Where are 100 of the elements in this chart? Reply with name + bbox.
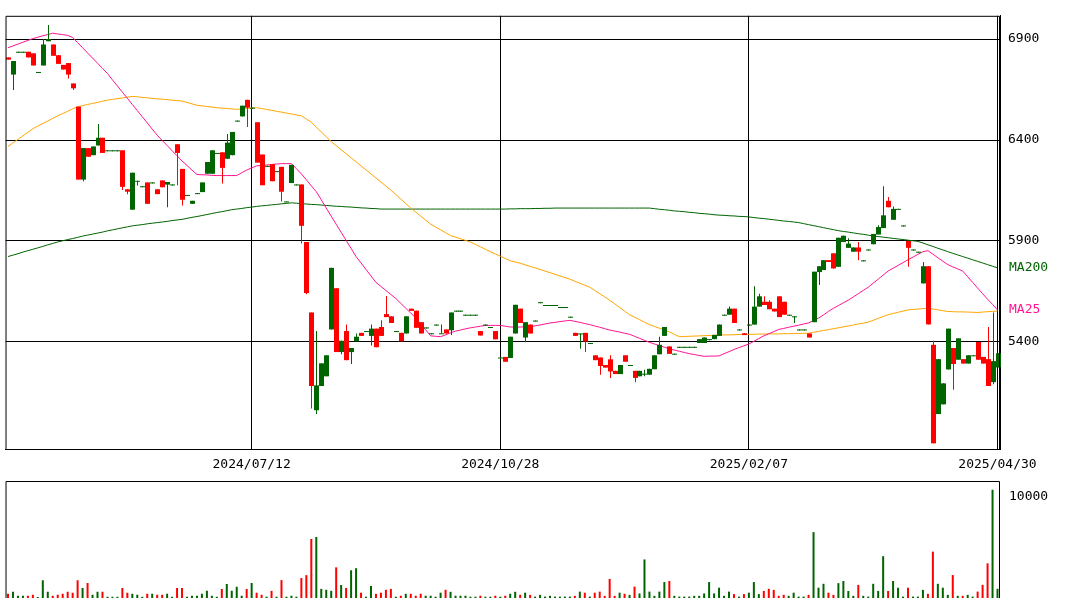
- bar: [146, 593, 149, 598]
- y-tick-label: 5400: [1008, 333, 1040, 349]
- bar: [976, 591, 979, 598]
- series-label: MA25: [1009, 301, 1041, 317]
- bar: [887, 590, 890, 598]
- bar: [981, 584, 984, 598]
- bar: [509, 593, 512, 598]
- bar: [852, 595, 855, 598]
- bar: [703, 593, 706, 598]
- bar: [792, 592, 795, 598]
- x-tick-label: 2025/04/30: [958, 456, 1037, 472]
- bar: [633, 586, 636, 598]
- bar: [613, 595, 616, 598]
- bar: [857, 584, 860, 598]
- bar: [81, 587, 84, 598]
- candlestick: [578, 333, 583, 349]
- bar: [335, 567, 338, 598]
- bar: [762, 590, 765, 598]
- bar: [817, 587, 820, 598]
- bar: [573, 595, 576, 598]
- bar: [961, 595, 964, 598]
- bar: [946, 594, 949, 598]
- bar: [310, 538, 313, 598]
- bar: [7, 593, 9, 598]
- bar: [76, 580, 79, 598]
- bar: [583, 592, 586, 598]
- bar: [320, 588, 323, 598]
- bar: [419, 593, 422, 598]
- bar: [66, 591, 69, 598]
- y-tick-label: 6400: [1008, 131, 1040, 147]
- bar: [529, 594, 532, 598]
- bar: [747, 592, 750, 598]
- series-label: MA200: [1009, 259, 1049, 275]
- bar: [926, 593, 929, 598]
- bar: [787, 595, 790, 598]
- bar: [41, 580, 44, 598]
- bar: [101, 591, 104, 598]
- bar: [374, 593, 377, 598]
- bar: [907, 587, 910, 598]
- bar: [936, 583, 939, 598]
- bar: [598, 591, 601, 598]
- bar: [603, 595, 606, 598]
- bar: [96, 591, 99, 598]
- bar: [668, 580, 671, 598]
- bar: [757, 594, 760, 598]
- bar: [61, 593, 64, 598]
- bar: [956, 595, 959, 598]
- bar: [752, 582, 755, 598]
- bar: [389, 588, 392, 598]
- bar: [369, 585, 372, 598]
- bar: [340, 585, 343, 598]
- bar: [250, 583, 253, 598]
- bar: [444, 589, 447, 598]
- bar: [235, 586, 238, 598]
- bar: [638, 593, 641, 598]
- bar: [648, 591, 651, 598]
- bar: [832, 594, 835, 598]
- bar: [220, 588, 223, 598]
- bar: [732, 594, 735, 598]
- bar: [698, 595, 701, 598]
- bar: [330, 590, 333, 598]
- bar: [280, 580, 283, 598]
- bar: [812, 532, 815, 598]
- bar: [892, 580, 895, 598]
- bar: [941, 587, 944, 598]
- bar: [986, 563, 989, 598]
- bar: [827, 592, 830, 598]
- bar: [897, 587, 900, 598]
- bar: [404, 593, 407, 598]
- bar: [549, 595, 551, 598]
- y-tick-label: 5900: [1008, 232, 1040, 248]
- bar: [71, 592, 74, 598]
- bar: [409, 593, 412, 598]
- bar: [623, 593, 626, 598]
- bar: [230, 590, 233, 598]
- bar: [345, 587, 348, 598]
- bar: [718, 587, 721, 598]
- bar: [325, 589, 328, 598]
- bar: [673, 595, 676, 598]
- bar: [921, 589, 924, 598]
- bar: [822, 583, 825, 598]
- bar: [200, 593, 203, 598]
- bar: [807, 594, 810, 598]
- bar: [11, 591, 14, 598]
- bar: [713, 593, 716, 598]
- x-tick-label: 2024/10/28: [461, 456, 540, 472]
- y-tick-label: 6900: [1008, 30, 1040, 46]
- bar: [608, 578, 611, 598]
- bar: [767, 588, 770, 598]
- bar: [300, 578, 303, 598]
- bar: [872, 583, 875, 598]
- bar: [862, 595, 865, 598]
- bar: [777, 595, 780, 598]
- bar: [991, 489, 994, 598]
- x-tick-label: 2024/07/12: [212, 456, 291, 472]
- bar: [255, 592, 258, 598]
- bar: [728, 591, 730, 598]
- bar: [305, 575, 308, 598]
- bar: [663, 582, 666, 598]
- bar: [181, 587, 184, 598]
